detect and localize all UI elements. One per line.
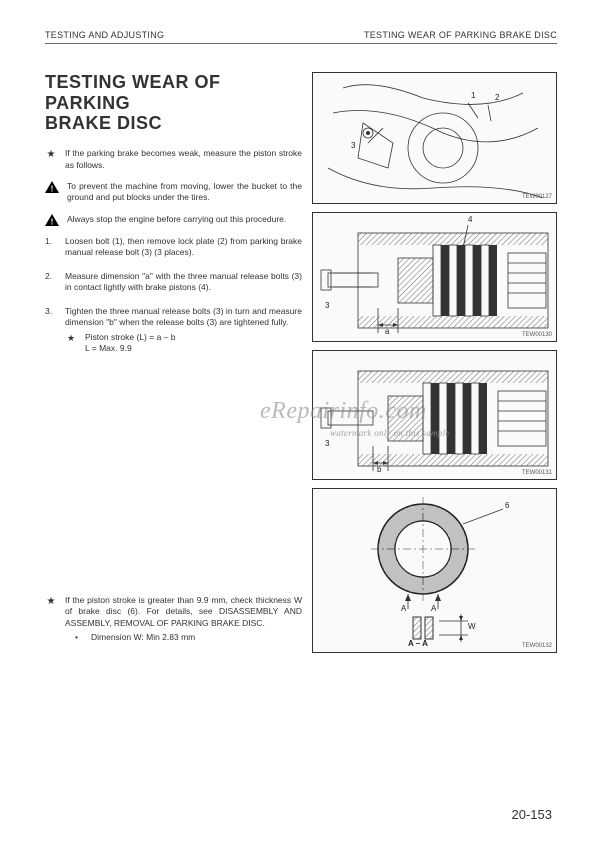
callout-b: b [377,465,381,474]
page-header: TESTING AND ADJUSTING TESTING WEAR OF PA… [45,30,557,44]
bullet-dash: • [75,632,83,643]
callout-2: 2 [495,93,499,102]
step-1: 1. Loosen bolt (1), then remove lock pla… [45,236,302,259]
step-number: 2. [45,271,57,294]
main-content: TESTING WEAR OF PARKING BRAKE DISC ★ If … [45,72,557,653]
step-1-text: Loosen bolt (1), then remove lock plate … [65,236,302,259]
piston-stroke-max: L = Max. 9.9 [85,343,175,354]
watermark-sub: watermark only on this sample [330,428,450,438]
title-line-1: TESTING WEAR OF PARKING [45,72,221,113]
intro-text: If the parking brake becomes weak, measu… [65,148,302,171]
figure-2: 3 4 a TEW00130 [312,212,557,342]
page-title: TESTING WEAR OF PARKING BRAKE DISC [45,72,302,134]
figure-code: TEW00132 [522,643,552,649]
step-number: 3. [45,306,57,355]
figure-code: TEW00130 [522,332,552,338]
step-number: 1. [45,236,57,259]
step-3-text: Tighten the three manual release bolts (… [65,306,302,327]
piston-stroke-formula: Piston stroke (L) = a – b [85,332,175,343]
spacer [45,355,302,595]
warning-1-text: To prevent the machine from moving, lowe… [67,181,302,204]
star-icon: ★ [45,595,57,644]
svg-text:!: ! [51,217,54,226]
callout-6: 6 [505,501,509,510]
callout-4: 4 [468,215,472,224]
header-left: TESTING AND ADJUSTING [45,30,164,40]
callout-a: a [385,327,389,336]
warning-2: ! Always stop the engine before carrying… [45,214,302,226]
star-icon: ★ [45,148,57,171]
title-line-2: BRAKE DISC [45,113,162,133]
page-number: 20-153 [512,807,552,822]
step-2-text: Measure dimension "a" with the three man… [65,271,302,294]
star-icon: ★ [65,332,77,355]
warning-icon: ! [45,214,59,226]
final-note: ★ If the piston stroke is greater than 9… [45,595,302,644]
step-2: 2. Measure dimension "a" with the three … [45,271,302,294]
callout-1: 1 [471,91,475,100]
warning-icon: ! [45,181,59,193]
warning-1: ! To prevent the machine from moving, lo… [45,181,302,204]
figure-code: TEW00127 [522,194,552,200]
dimension-w: • Dimension W: Min 2.83 mm [65,632,302,643]
callout-3: 3 [351,141,355,150]
right-column: 1 2 3 TEW00127 [312,72,557,653]
step-3: 3. Tighten the three manual release bolt… [45,306,302,355]
figure-code: TEW00131 [522,470,552,476]
final-note-text: If the piston stroke is greater than 9.9… [65,595,302,628]
step-3-sub: ★ Piston stroke (L) = a – b L = Max. 9.9 [65,332,302,355]
header-right: TESTING WEAR OF PARKING BRAKE DISC [364,30,557,40]
section-a-top: A [431,604,436,613]
svg-text:!: ! [51,185,54,194]
watermark-main: eRepairinfo.com [260,398,427,425]
callout-3: 3 [325,301,329,310]
dimension-w-text: Dimension W: Min 2.83 mm [91,632,195,643]
warning-2-text: Always stop the engine before carrying o… [67,214,286,226]
section-label: A – A [408,639,428,648]
section-a-top: A [401,604,406,613]
callout-w: W [468,622,476,631]
callout-3: 3 [325,439,329,448]
figure-1: 1 2 3 TEW00127 [312,72,557,204]
intro-note: ★ If the parking brake becomes weak, mea… [45,148,302,171]
figure-4: 6 A A W A – A TEW00132 [312,488,557,653]
left-column: TESTING WEAR OF PARKING BRAKE DISC ★ If … [45,72,302,653]
